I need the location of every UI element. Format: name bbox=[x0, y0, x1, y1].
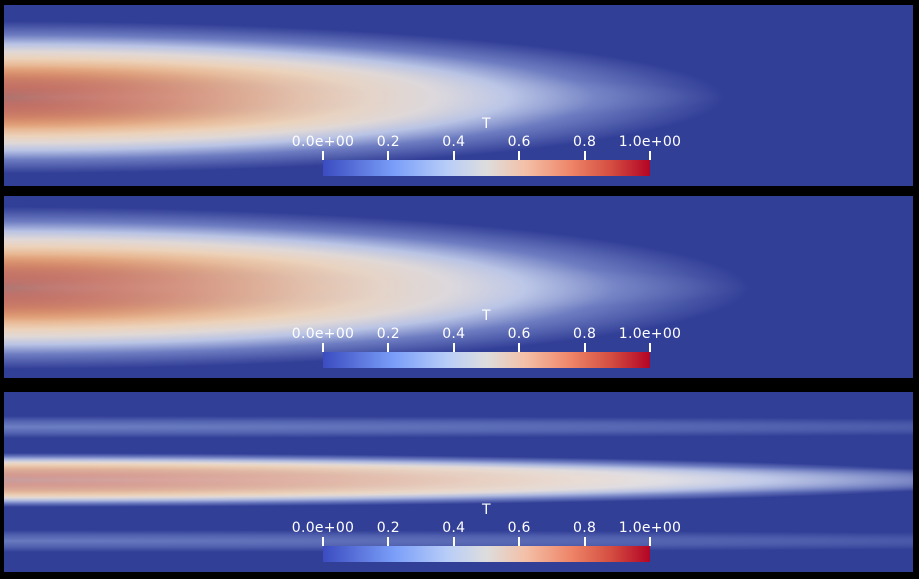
tick-mark bbox=[322, 537, 324, 546]
colorbar-tick-label: 0.0e+00 bbox=[291, 326, 355, 342]
colorbar-gradient bbox=[323, 160, 650, 176]
tick-mark bbox=[583, 537, 586, 546]
tick-mark bbox=[649, 343, 651, 352]
tick-mark bbox=[322, 343, 324, 352]
tick-mark bbox=[452, 343, 455, 352]
tick-mark bbox=[322, 151, 324, 160]
colorbar-tick-label: 0.6 bbox=[507, 326, 531, 342]
colorbar-tick-marks bbox=[322, 343, 651, 352]
temperature-field-heatmap[interactable] bbox=[4, 5, 913, 186]
colorbar-tick-marks bbox=[322, 537, 651, 546]
color-legend[interactable]: T 0.0e+00 0.2 0.4 0.6 0.8 1.0e+00 bbox=[292, 308, 681, 368]
color-legend[interactable]: T 0.0e+00 0.2 0.4 0.6 0.8 1.0e+00 bbox=[292, 502, 681, 562]
tick-mark bbox=[649, 151, 651, 160]
temperature-field-heatmap[interactable] bbox=[4, 392, 913, 572]
colorbar-tick-label: 0.6 bbox=[507, 520, 531, 536]
colorbar-tick-label: 0.8 bbox=[573, 326, 597, 342]
tick-mark bbox=[583, 151, 586, 160]
tick-mark bbox=[583, 343, 586, 352]
colorbar-tick-label: 0.6 bbox=[507, 134, 531, 150]
colorbar-tick-label: 0.4 bbox=[442, 134, 466, 150]
tick-mark bbox=[387, 537, 390, 546]
colorbar-tick-label: 0.2 bbox=[376, 326, 400, 342]
colorbar-tick-label: 1.0e+00 bbox=[618, 326, 682, 342]
tick-mark bbox=[452, 151, 455, 160]
colorbar-tick-label: 0.0e+00 bbox=[291, 520, 355, 536]
tick-mark bbox=[452, 537, 455, 546]
render-view-top: T 0.0e+00 0.2 0.4 0.6 0.8 1.0e+00 bbox=[4, 5, 913, 186]
colorbar-title: T bbox=[481, 308, 492, 324]
colorbar-title: T bbox=[481, 116, 492, 132]
color-legend[interactable]: T 0.0e+00 0.2 0.4 0.6 0.8 1.0e+00 bbox=[292, 116, 681, 176]
render-view-middle: T 0.0e+00 0.2 0.4 0.6 0.8 1.0e+00 bbox=[4, 196, 913, 378]
tick-mark bbox=[518, 537, 521, 546]
colorbar-tick-label: 0.8 bbox=[573, 134, 597, 150]
colorbar-tick-label: 0.8 bbox=[573, 520, 597, 536]
colorbar-tick-labels: 0.0e+00 0.2 0.4 0.6 0.8 1.0e+00 bbox=[292, 326, 681, 342]
colorbar-tick-label: 0.0e+00 bbox=[291, 134, 355, 150]
colorbar-tick-label: 1.0e+00 bbox=[618, 520, 682, 536]
colorbar-tick-marks bbox=[322, 151, 651, 160]
tick-mark bbox=[518, 151, 521, 160]
colorbar-tick-label: 0.4 bbox=[442, 326, 466, 342]
tick-mark bbox=[518, 343, 521, 352]
tick-mark bbox=[387, 343, 390, 352]
colorbar-tick-labels: 0.0e+00 0.2 0.4 0.6 0.8 1.0e+00 bbox=[292, 520, 681, 536]
colorbar-gradient bbox=[323, 546, 650, 562]
temperature-field-heatmap[interactable] bbox=[4, 196, 913, 378]
colorbar-tick-label: 0.2 bbox=[376, 134, 400, 150]
colorbar-gradient bbox=[323, 352, 650, 368]
colorbar-tick-label: 1.0e+00 bbox=[618, 134, 682, 150]
colorbar-tick-label: 0.4 bbox=[442, 520, 466, 536]
tick-mark bbox=[387, 151, 390, 160]
tick-mark bbox=[649, 537, 651, 546]
colorbar-tick-labels: 0.0e+00 0.2 0.4 0.6 0.8 1.0e+00 bbox=[292, 134, 681, 150]
colorbar-tick-label: 0.2 bbox=[376, 520, 400, 536]
render-view-bottom: T 0.0e+00 0.2 0.4 0.6 0.8 1.0e+00 bbox=[4, 392, 913, 572]
colorbar-title: T bbox=[481, 502, 492, 518]
